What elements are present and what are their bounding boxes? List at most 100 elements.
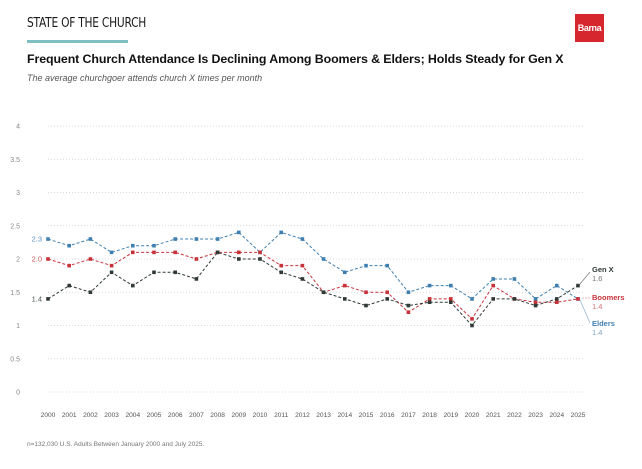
- x-tick-label: 2021: [486, 412, 501, 419]
- kicker: STATE OF THE CHURCH: [27, 16, 147, 31]
- y-tick-label: 2: [16, 257, 20, 264]
- x-tick-label: 2006: [168, 412, 183, 419]
- data-point: [321, 290, 326, 295]
- y-tick-label: 3: [16, 190, 20, 197]
- x-tick-label: 2013: [316, 412, 331, 419]
- data-point: [237, 250, 241, 255]
- data-point: [300, 237, 305, 241]
- data-point: [67, 283, 71, 288]
- data-point: [152, 243, 156, 248]
- x-tick-label: 2017: [401, 412, 416, 419]
- chart-subtitle: The average churchgoer attends church X …: [27, 73, 263, 83]
- data-point: [449, 283, 453, 288]
- data-point: [491, 283, 495, 288]
- data-point: [576, 297, 580, 301]
- data-point: [491, 277, 495, 281]
- x-tick-label: 2015: [359, 412, 374, 419]
- x-tick-label: 2009: [231, 412, 246, 419]
- y-tick-label: 1.5: [10, 290, 20, 297]
- data-point: [364, 303, 368, 308]
- data-point: [449, 297, 453, 301]
- data-point: [194, 237, 199, 241]
- data-point: [46, 257, 50, 261]
- data-point: [385, 263, 389, 268]
- data-point: [364, 263, 368, 268]
- data-point: [279, 263, 283, 268]
- data-point: [427, 300, 432, 305]
- series-line-elders: [47, 231, 579, 300]
- barna-logo: Barna: [575, 14, 604, 42]
- data-point: [343, 297, 347, 301]
- x-tick-label: 2000: [41, 412, 56, 419]
- x-tick-label: 2001: [62, 412, 77, 419]
- y-tick-label: 2.5: [10, 223, 20, 230]
- legend-end-value: 1.4: [592, 302, 602, 311]
- data-point: [385, 297, 389, 301]
- data-point: [46, 237, 50, 241]
- data-point: [406, 303, 411, 308]
- data-point: [385, 290, 389, 295]
- data-point: [46, 297, 50, 301]
- x-tick-label: 2018: [422, 412, 437, 419]
- data-point: [364, 290, 368, 295]
- data-point: [173, 270, 177, 275]
- x-tick-label: 2008: [210, 412, 225, 419]
- x-tick-label: 2020: [465, 412, 480, 419]
- x-tick-label: 2024: [549, 412, 564, 419]
- data-point: [300, 263, 305, 268]
- data-point: [343, 283, 347, 288]
- start-value-label: 2.3: [32, 235, 42, 244]
- x-tick-label: 2003: [104, 412, 119, 419]
- x-tick-label: 2005: [147, 412, 162, 419]
- data-point: [237, 230, 241, 235]
- legend-label-elders: Elders: [592, 319, 615, 328]
- x-tick-label: 2004: [125, 412, 140, 419]
- data-point: [258, 257, 262, 261]
- x-tick-label: 2014: [337, 412, 352, 419]
- data-point: [406, 290, 411, 295]
- data-point: [88, 237, 93, 241]
- data-point: [300, 277, 305, 281]
- x-tick-label: 2016: [380, 412, 395, 419]
- data-point: [131, 243, 135, 248]
- y-tick-label: 0.5: [10, 356, 20, 363]
- data-point: [470, 297, 474, 301]
- data-point: [321, 257, 326, 261]
- data-point: [215, 250, 220, 255]
- data-point: [449, 300, 453, 305]
- legend-end-value: 1.4: [592, 328, 602, 337]
- data-point: [555, 297, 559, 301]
- data-point: [67, 263, 71, 268]
- y-tick-label: 0: [16, 390, 20, 397]
- start-value-label: 1.4: [32, 294, 42, 303]
- data-point: [194, 277, 199, 281]
- data-point: [533, 300, 538, 305]
- x-tick-label: 2025: [571, 412, 586, 419]
- series-line-boomers: [47, 251, 579, 320]
- x-tick-label: 2002: [83, 412, 98, 419]
- data-point: [258, 250, 262, 255]
- x-tick-label: 2010: [253, 412, 268, 419]
- legend-label-gen-x: Gen X: [592, 265, 614, 274]
- x-tick-label: 2007: [189, 412, 204, 419]
- y-tick-label: 4: [16, 124, 20, 131]
- legend-leader-line: [579, 299, 591, 324]
- data-point: [109, 263, 114, 268]
- footnote: n=132,030 U.S. Adults Between January 20…: [27, 441, 205, 448]
- data-point: [173, 237, 177, 241]
- data-point: [173, 250, 177, 255]
- data-point: [470, 323, 474, 328]
- data-point: [279, 270, 283, 275]
- data-point: [237, 257, 241, 261]
- data-point: [152, 270, 156, 275]
- series-line-gen-x: [47, 251, 579, 327]
- data-point: [279, 230, 283, 235]
- legend-leader-line: [579, 271, 591, 285]
- data-point: [470, 317, 474, 321]
- data-point: [512, 297, 517, 301]
- x-tick-label: 2023: [528, 412, 543, 419]
- chart-title: Frequent Church Attendance Is Declining …: [27, 52, 564, 66]
- data-point: [131, 283, 135, 288]
- data-point: [343, 270, 347, 275]
